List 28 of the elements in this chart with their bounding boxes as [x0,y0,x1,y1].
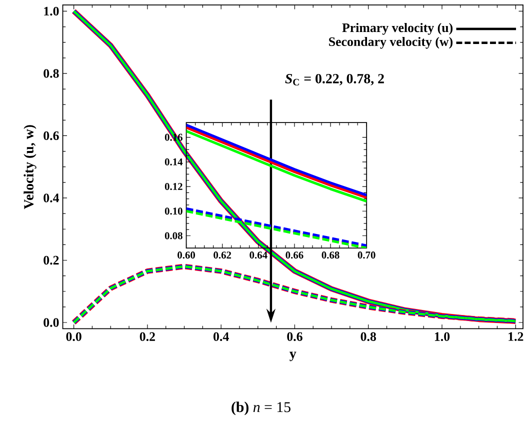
y-tick-label: 0.6 [44,131,59,140]
y-tick-label: 0.10 [164,207,182,214]
x-tick-label: 0.6 [287,332,302,341]
y-tick-label: 1.0 [44,6,59,16]
y-tick-label: 0.12 [164,182,182,190]
x-tick-label: 0.60 [178,251,196,258]
x-tick-label: 0.8 [360,332,376,341]
y-tick-label: 0.08 [164,232,182,240]
y-tick-label: 0.4 [44,193,60,202]
y-axis-title: Velocity (u, w) [24,124,36,209]
x-axis-title: y [290,352,296,362]
x-tick-label: 1.2 [508,332,524,341]
x-tick-label: 0.70 [358,251,376,258]
annotation: Secondary velocity (w) [329,36,453,49]
x-tick-label: 0.0 [66,332,82,341]
annotation: Primary velocity (u) [342,22,453,35]
annotation: S$_{C}$ = 0.22, 0.78, 2 [285,74,384,86]
x-tick-label: 0.66 [286,251,304,258]
text: (b) n = 15 [232,402,290,416]
y-tick-label: 0.14 [164,158,183,166]
x-tick-label: 0.64 [250,251,268,258]
y-tick-label: 0.8 [44,68,59,78]
x-tick-label: 0.68 [322,251,340,258]
x-tick-label: 0.62 [214,251,232,258]
x-tick-label: 1.0 [434,332,450,341]
x-tick-label: 0.4 [214,332,229,341]
x-tick-label: 0.2 [140,332,155,341]
y-tick-label: 0.0 [44,318,59,327]
